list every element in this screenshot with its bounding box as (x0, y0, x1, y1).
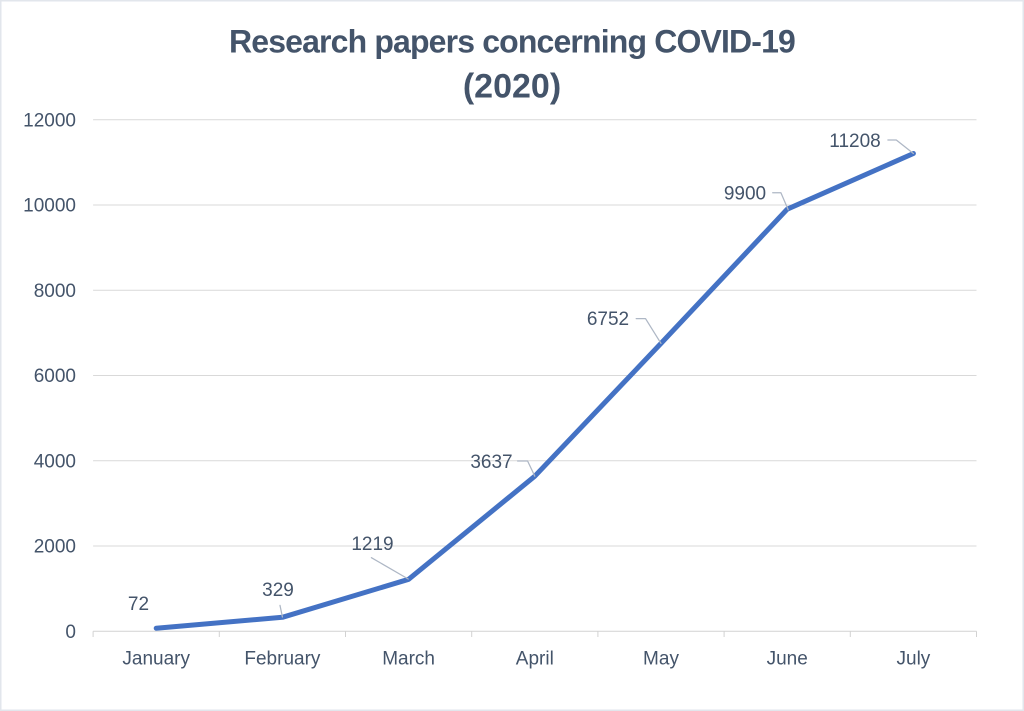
svg-text:March: March (382, 649, 435, 670)
svg-text:July: July (897, 649, 931, 670)
svg-text:3637: 3637 (470, 452, 512, 473)
svg-text:9900: 9900 (724, 184, 766, 205)
svg-text:4000: 4000 (34, 451, 76, 472)
svg-text:February: February (244, 649, 321, 670)
svg-text:8000: 8000 (34, 281, 76, 302)
svg-text:6752: 6752 (587, 309, 629, 330)
svg-text:12000: 12000 (23, 110, 76, 131)
svg-text:1219: 1219 (351, 534, 393, 555)
svg-text:Research papers concerning COV: Research papers concerning COVID-19 (229, 24, 795, 60)
svg-text:6000: 6000 (34, 366, 76, 387)
svg-text:2000: 2000 (34, 537, 76, 558)
svg-text:10000: 10000 (23, 196, 76, 217)
svg-text:329: 329 (262, 580, 294, 601)
svg-text:June: June (767, 649, 808, 670)
svg-text:(2020): (2020) (463, 67, 561, 105)
svg-text:0: 0 (65, 622, 76, 643)
svg-text:April: April (516, 649, 554, 670)
svg-text:May: May (643, 649, 679, 670)
svg-text:11208: 11208 (829, 131, 880, 152)
svg-text:January: January (122, 649, 190, 670)
svg-text:72: 72 (128, 594, 149, 615)
